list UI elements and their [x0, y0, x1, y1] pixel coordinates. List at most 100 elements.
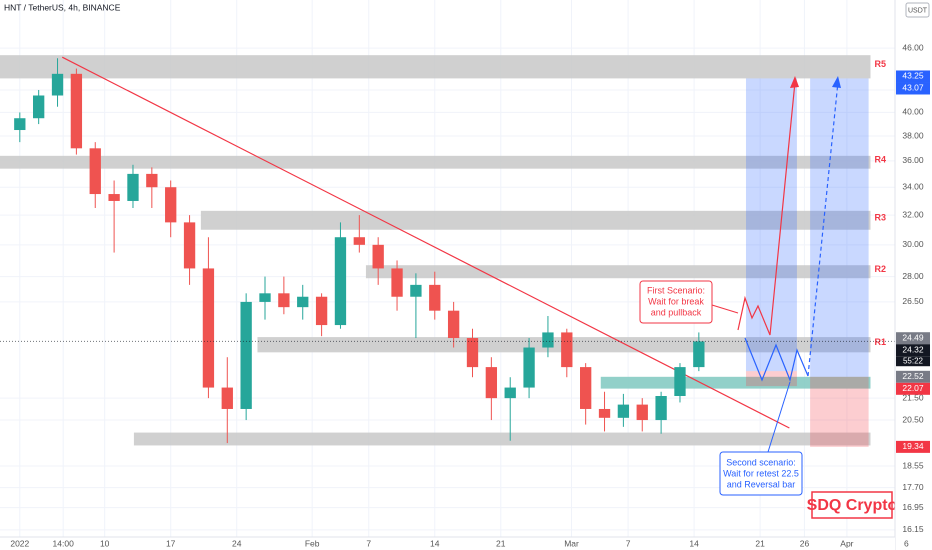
price-badge	[896, 332, 930, 345]
zone	[200, 210, 871, 230]
x-tick-label: 10	[100, 538, 110, 548]
callout-pointer	[767, 381, 791, 453]
currency: USDT	[908, 7, 928, 14]
candle-body	[617, 404, 630, 418]
second-scenario-dash	[807, 81, 839, 377]
candle-body	[221, 387, 233, 409]
x-tick-label: 21	[755, 538, 765, 548]
axis-labels: 46.0042.0040.0038.0036.0034.0032.0030.00…	[10, 42, 930, 548]
y-tick-label: 46.00	[902, 42, 924, 52]
candle-body	[693, 341, 705, 368]
countdown: 55:22	[903, 356, 924, 365]
candle-body	[353, 237, 365, 245]
y-tick-label: 28.00	[902, 271, 924, 281]
first-scenario-path	[737, 81, 796, 336]
position-target	[810, 78, 869, 377]
x-tick-label: Feb	[305, 538, 320, 548]
y-tick-label: 38.00	[902, 130, 924, 140]
y-tick-label: 26.50	[902, 296, 924, 306]
x-tick-label: 21	[496, 538, 506, 548]
candle-body	[447, 310, 460, 339]
price-badge-label: 24.49	[902, 332, 924, 342]
candle-body	[14, 118, 26, 131]
candle-body	[89, 148, 101, 195]
x-tick-label: Mar	[564, 538, 579, 548]
zone-label: R5	[874, 59, 886, 69]
x-tick-label: 2022	[10, 538, 29, 548]
position-target	[745, 78, 797, 372]
y-tick-label: 16.15	[902, 524, 924, 534]
second-scenario-path	[744, 337, 809, 382]
candle-body	[655, 396, 667, 421]
callout-text: Wait for break	[648, 296, 704, 306]
callout-text: Wait for retest 22.5	[723, 468, 799, 478]
price-badge-label: 43.07	[902, 83, 924, 93]
zone	[133, 432, 871, 446]
callout-text: Second scenario:	[726, 457, 796, 467]
candle-body	[51, 73, 64, 96]
candle-body	[70, 73, 83, 149]
candle-body	[334, 237, 347, 326]
candle-body	[674, 367, 686, 397]
candle-body	[278, 293, 290, 308]
price-badge-label: 22.07	[902, 383, 924, 393]
callout-box	[719, 451, 803, 496]
x-tick-label: 7	[626, 538, 631, 548]
x-tick-label: Apr	[840, 538, 853, 548]
x-tick-label: 14	[689, 538, 699, 548]
plot-area: R5 R4 R3 R2 R1	[0, 0, 907, 537]
countdown-badge	[896, 356, 930, 367]
price-badge	[896, 440, 930, 453]
candle-body	[146, 173, 158, 188]
price-badge-label: 19.34	[902, 441, 924, 451]
price-badge	[896, 70, 930, 83]
zone-label: R2	[874, 264, 886, 274]
zone-label: R3	[874, 213, 886, 223]
callout-text: and pullback	[651, 307, 702, 317]
candle-body	[108, 194, 120, 201]
y-tick-label: 36.00	[902, 155, 924, 165]
candle-body	[504, 387, 516, 399]
price-badge-label: 22.52	[902, 371, 924, 381]
currency-box	[905, 2, 930, 18]
candle-body	[466, 338, 479, 368]
candle-body	[202, 268, 215, 388]
watermark-text: SDQ Crypto	[807, 497, 898, 514]
trendline	[61, 56, 790, 429]
y-tick-label: 17.70	[902, 482, 924, 492]
callout-first: First Scenario: Wait for break and pullb…	[639, 280, 739, 324]
chart-title: HNT / TetherUS, 4h, BINANCE	[4, 2, 121, 12]
candle-body	[580, 367, 592, 409]
candle-body	[259, 293, 271, 302]
candle-body	[240, 301, 252, 409]
y-tick-label: 21.50	[902, 392, 924, 402]
callout-pointer	[711, 304, 739, 314]
watermark: SDQ Crypto	[807, 491, 898, 519]
y-tick-label: 16.95	[902, 502, 924, 512]
candle-body	[33, 95, 45, 119]
candle-body	[372, 244, 384, 269]
candle-body	[561, 332, 573, 368]
x-tick-label: 7	[366, 538, 371, 548]
x-tick-label: 17	[166, 538, 176, 548]
y-tick-label: 18.55	[902, 460, 924, 470]
callout-text: and Reversal bar	[727, 479, 796, 489]
x-tick-label: 26	[800, 538, 810, 548]
position-stop	[810, 376, 869, 447]
callout-second: Second scenario: Wait for retest 22.5 an…	[719, 381, 803, 496]
candle-body	[598, 408, 611, 418]
x-tick-label: 24	[232, 538, 242, 548]
candle-body	[523, 347, 535, 388]
zone-label: R4	[874, 155, 886, 165]
candle-body	[391, 268, 403, 297]
candle-body	[542, 332, 554, 348]
price-badge	[896, 82, 930, 95]
price-badge-label: 24.32	[902, 344, 924, 354]
y-tick-label: 32.00	[902, 209, 924, 219]
arrow-head	[790, 76, 799, 88]
zone	[0, 155, 871, 169]
y-tick-label: 20.50	[902, 414, 924, 424]
zone	[600, 376, 871, 389]
